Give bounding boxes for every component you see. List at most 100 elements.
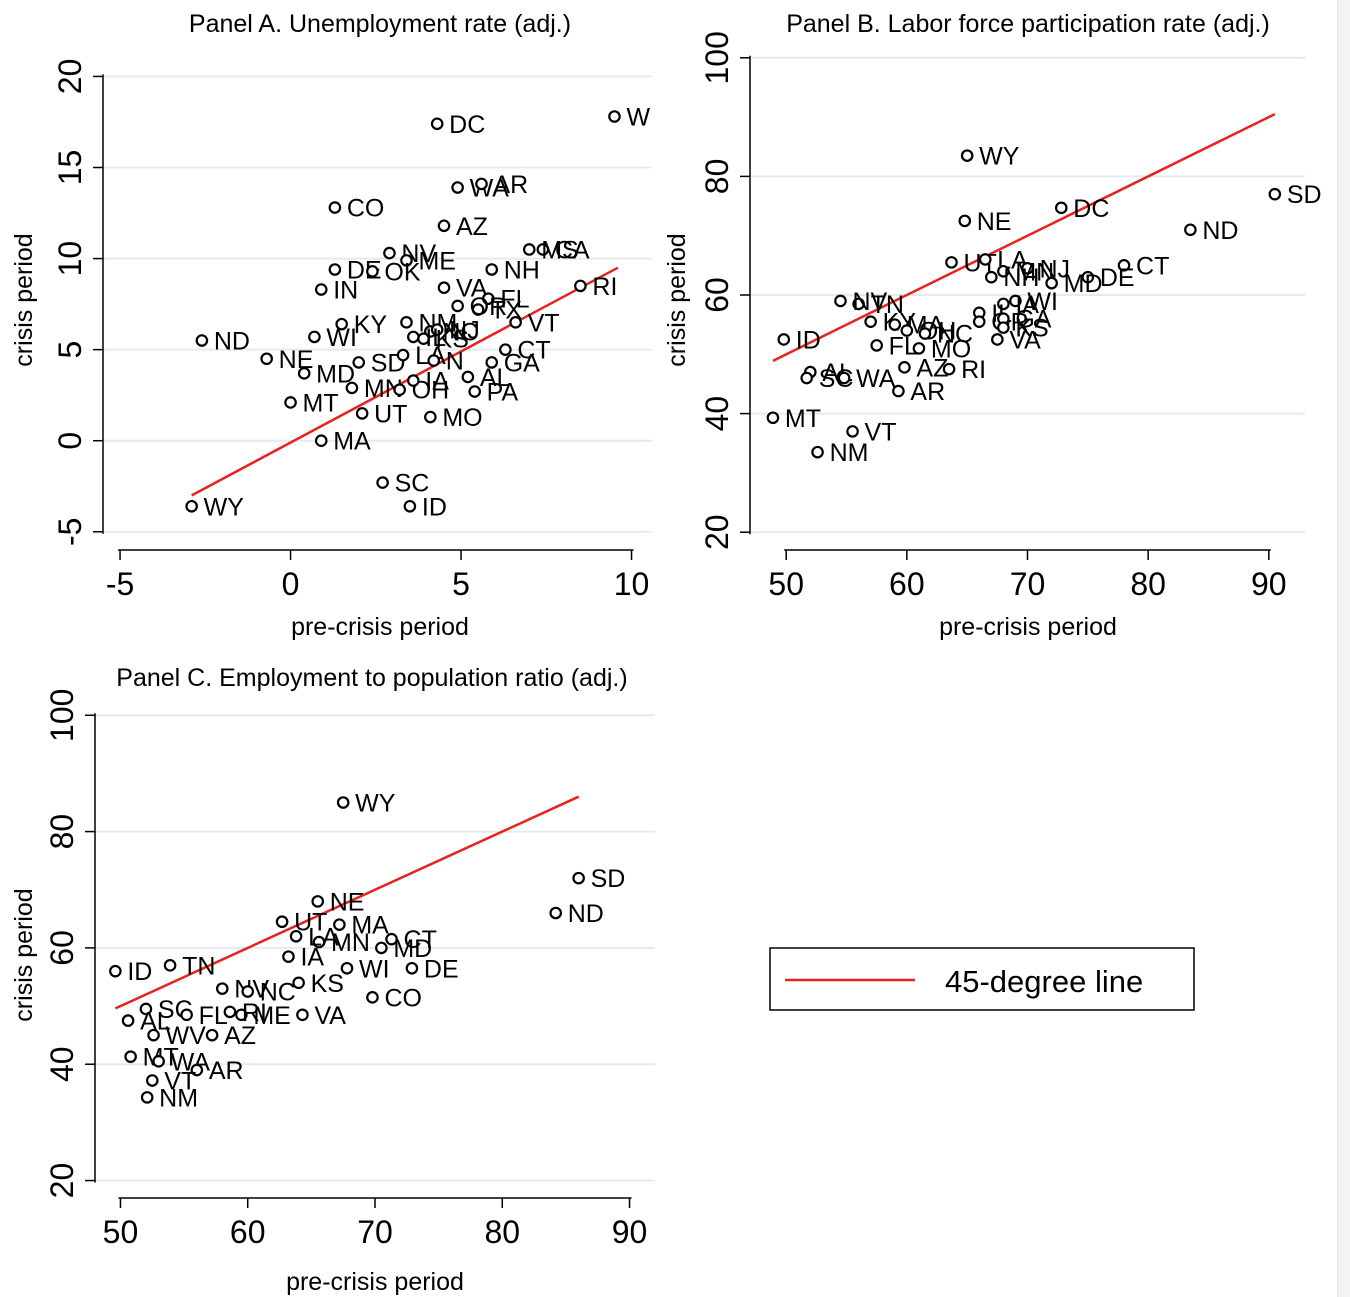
y-axis-label: crisis period — [10, 233, 38, 366]
data-point-wy — [960, 149, 974, 162]
point-label: ND — [1202, 217, 1238, 245]
point-label: AZ — [224, 1022, 256, 1050]
point-label: NC — [442, 318, 478, 346]
x-tick-label: 50 — [103, 1214, 139, 1250]
point-label: OK — [384, 258, 420, 286]
data-point-mn — [997, 264, 1010, 278]
point-label: N — [446, 348, 464, 376]
point-label: IA — [300, 944, 324, 972]
point-label: IL — [425, 324, 446, 352]
panel-title: Panel A. Unemployment rate (adj.) — [189, 10, 571, 38]
x-tick-label: 80 — [484, 1214, 520, 1250]
data-point-wi — [340, 961, 354, 975]
data-point-ri — [942, 362, 956, 376]
point-label: NH — [504, 257, 540, 285]
data-point-az — [898, 361, 911, 374]
point-label: KY — [354, 311, 388, 339]
y-tick-label: 15 — [52, 150, 88, 186]
data-point-nd — [549, 906, 563, 920]
data-point-nv — [834, 294, 847, 308]
point-label: CO — [384, 984, 422, 1012]
data-point-wi — [1009, 294, 1022, 308]
data-point-il — [407, 330, 420, 344]
point-label: MN — [331, 929, 370, 957]
point-label: GA — [1015, 306, 1051, 334]
data-point-pa — [468, 385, 481, 398]
point-label: DC — [449, 111, 485, 139]
data-point-ma — [314, 434, 328, 448]
point-label: RI — [961, 356, 986, 384]
y-tick-label: 10 — [52, 241, 88, 277]
point-label: IA — [1015, 291, 1039, 319]
x-tick-label: 60 — [889, 566, 925, 602]
data-point-ar — [475, 177, 488, 191]
x-tick-label: 70 — [357, 1214, 393, 1250]
data-point-mo — [912, 342, 926, 355]
point-label: VA — [1009, 326, 1041, 354]
y-axis-label: crisis period — [663, 233, 691, 366]
point-label: NH — [1003, 264, 1039, 292]
x-tick-label: 50 — [768, 566, 804, 602]
x-tick-label: 70 — [1010, 566, 1046, 602]
data-point-la — [978, 253, 992, 266]
data-point-ia — [282, 950, 295, 963]
data-point-md — [375, 941, 388, 955]
y-tick-label: 5 — [52, 341, 88, 359]
point-label: CT — [1136, 252, 1169, 280]
point-label: MA — [351, 912, 389, 940]
data-point-fl — [482, 292, 495, 305]
point-label: VT — [164, 1068, 196, 1096]
y-tick-label: 20 — [52, 59, 88, 95]
x-tick-label: -5 — [106, 566, 134, 602]
data-point-co — [366, 991, 379, 1004]
data-point-wa — [451, 181, 464, 194]
data-point-tx — [471, 303, 485, 316]
y-tick-label: 100 — [44, 689, 80, 742]
data-point-or — [972, 315, 986, 328]
data-point-wi — [308, 330, 321, 344]
data-point-al — [461, 370, 475, 384]
point-label: IN — [333, 277, 358, 305]
data-point-mo — [424, 410, 437, 424]
point-label: ID — [422, 493, 447, 521]
data-point-nd — [1184, 223, 1197, 237]
point-label: ID — [127, 958, 152, 986]
data-point-va — [437, 281, 451, 295]
point-label: LA — [308, 923, 339, 951]
point-label: CA — [555, 236, 590, 264]
point-label: VT — [528, 309, 560, 337]
point-label: DE — [424, 955, 459, 983]
data-point-ri — [574, 279, 587, 293]
data-point-oh — [900, 324, 914, 337]
point-label: W — [626, 104, 650, 132]
data-point-co — [328, 201, 342, 214]
point-label: WA — [856, 365, 896, 393]
data-point-id — [109, 964, 122, 978]
point-label: NE — [977, 208, 1012, 236]
data-point-ne — [958, 214, 972, 228]
x-tick-label: 80 — [1130, 566, 1166, 602]
point-label: UT — [374, 400, 407, 428]
data-point-ks — [292, 976, 305, 990]
data-point-in — [314, 283, 328, 296]
data-point-sc — [800, 371, 814, 385]
data-point-ct — [385, 932, 398, 946]
y-tick-label: 60 — [44, 930, 80, 966]
data-point-ne — [260, 352, 273, 366]
data-point-ma — [888, 318, 902, 331]
data-point-wy — [336, 796, 350, 809]
data-point-ms — [522, 243, 536, 256]
data-point-az — [437, 219, 451, 233]
data-point-me — [235, 1008, 248, 1022]
y-axis-label: crisis period — [10, 888, 38, 1021]
data-point-mt — [766, 411, 780, 425]
y-tick-label: 20 — [44, 1163, 80, 1199]
data-point-wv — [147, 1028, 160, 1042]
point-label: NM — [830, 439, 869, 467]
data-point-sd — [572, 871, 585, 885]
data-point-dc — [1054, 201, 1068, 215]
point-label: SD — [591, 865, 626, 893]
data-point-sd — [1268, 187, 1282, 201]
point-label: IA — [425, 368, 449, 396]
data-point-ut — [275, 915, 289, 929]
